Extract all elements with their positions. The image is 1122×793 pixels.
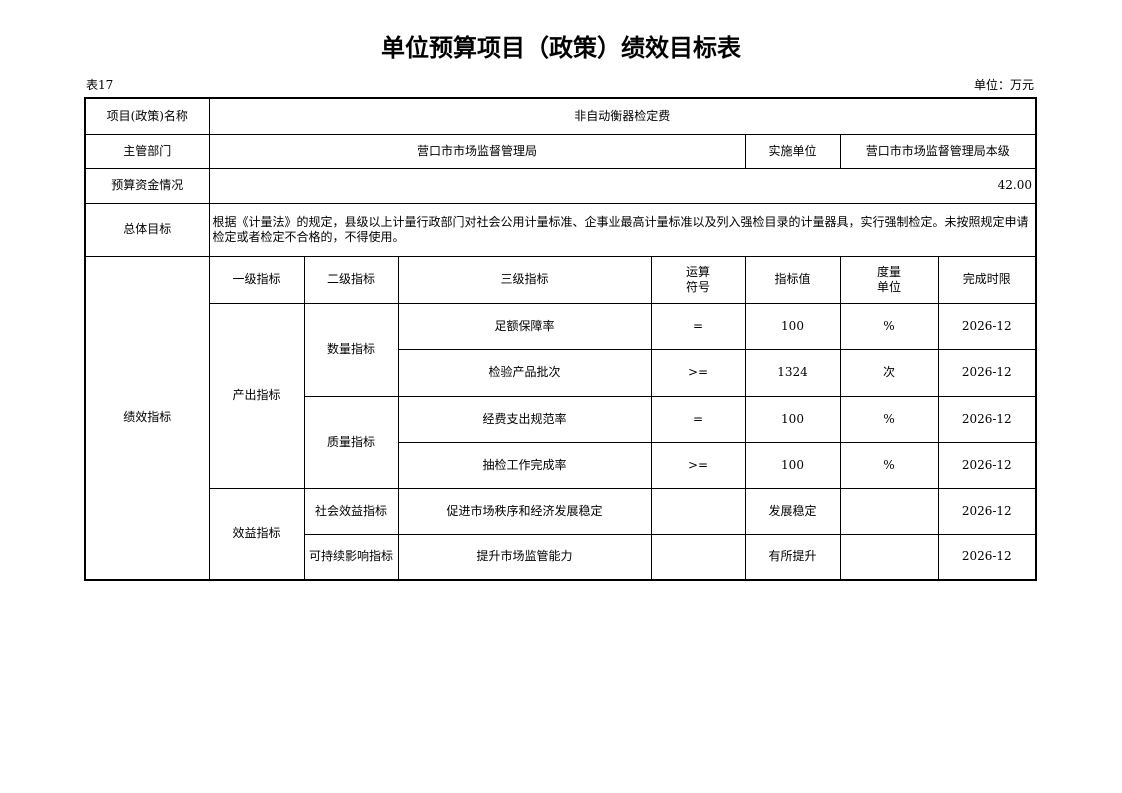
cell bbox=[839, 487, 939, 535]
table-row: 效益指标 社会效益指标 促进市场秩序和经济发展稳定 发展稳定 2026-12 bbox=[85, 487, 1037, 581]
label: 绩效指标 bbox=[84, 255, 210, 581]
table-row: 项目(政策)名称 非自动衡器检定费 bbox=[84, 97, 1037, 135]
performance-table: 项目(政策)名称 非自动衡器检定费 主管部门 营口市市场监督管理局 实施单位 营口市市场… bbox=[84, 97, 1037, 581]
header: 一级指标 bbox=[208, 255, 305, 304]
cell bbox=[650, 487, 746, 535]
cell: 足额保障率 bbox=[397, 302, 652, 350]
cell: 2026-12 bbox=[937, 487, 1037, 535]
level2: 质量指标 bbox=[303, 395, 399, 489]
cell: 抽检工作完成率 bbox=[397, 441, 652, 489]
cell: 次 bbox=[839, 348, 939, 397]
table-row: 总体目标 根据《计量法》的规定，县级以上计量行政部门对社会公用计量标准、企事业最高… bbox=[84, 202, 1037, 257]
cell: 有所提升 bbox=[744, 533, 841, 581]
cell: 2026-12 bbox=[937, 348, 1037, 397]
cell: = bbox=[650, 302, 746, 350]
cell: 2026-12 bbox=[937, 302, 1037, 350]
project-name: 非自动衡器检定费 bbox=[208, 97, 1037, 135]
table-row: 可持续影响指标 提升市场监管能力 有所提升 2026-12 bbox=[85, 533, 1037, 581]
cell: >= bbox=[650, 348, 746, 397]
table-row: 质量指标 经费支出规范率 = 100% 2026-12 bbox=[85, 395, 1037, 489]
header: 运算符号 bbox=[650, 255, 746, 304]
table-row: 预算资金情况 42.00 bbox=[84, 167, 1037, 204]
header: 完成时限 bbox=[937, 255, 1037, 304]
cell: 100 bbox=[744, 395, 841, 443]
table-row: 检验产品批次 >= 1324 次 2026-12 bbox=[85, 348, 1037, 397]
cell: 提升市场监管能力 bbox=[397, 533, 652, 581]
cell: 发展稳定 bbox=[744, 487, 841, 535]
header-row: 绩效指标 一级指标 二级指标 三级指标 运算符号 指标值 度量单位 完成时限 bbox=[84, 255, 1037, 581]
table-row: 主管部门 营口市市场监督管理局 实施单位 营口市市场监督管理局本级 bbox=[84, 133, 1037, 169]
cell: = bbox=[650, 395, 746, 443]
cell: >= bbox=[650, 441, 746, 489]
header: 度量单位 bbox=[839, 255, 939, 304]
level2: 可持续影响指标 bbox=[303, 533, 399, 581]
cell bbox=[839, 533, 939, 581]
header: 三级指标 bbox=[397, 255, 652, 304]
label: 预算资金情况 bbox=[84, 167, 210, 204]
cell: 1324 bbox=[744, 348, 841, 397]
budget: 42.00 bbox=[208, 167, 1037, 204]
cell: 促进市场秩序和经济发展稳定 bbox=[397, 487, 652, 535]
cell: 2026-12 bbox=[937, 533, 1037, 581]
goal: 根据《计量法》的规定，县级以上计量行政部门对社会公用计量标准、企事业最高计量标准… bbox=[208, 202, 1037, 257]
level1: 效益指标 bbox=[208, 487, 305, 581]
cell: % bbox=[839, 441, 939, 489]
header: 二级指标 bbox=[303, 255, 399, 304]
label: 主管部门 bbox=[84, 133, 210, 169]
cell: 100 bbox=[744, 441, 841, 489]
table-row: 产出指标 数量指标 足额保障率 = 100% 2026-12 bbox=[85, 302, 1037, 489]
cell: 2026-12 bbox=[937, 395, 1037, 443]
cell: 经费支出规范率 bbox=[397, 395, 652, 443]
impl: 营口市市场监督管理局本级 bbox=[839, 133, 1037, 169]
dept: 营口市市场监督管理局 bbox=[208, 133, 746, 169]
cell: 100 bbox=[744, 302, 841, 350]
cell: % bbox=[839, 302, 939, 350]
level2: 社会效益指标 bbox=[303, 487, 399, 535]
label: 实施单位 bbox=[744, 133, 841, 169]
cell: 2026-12 bbox=[937, 441, 1037, 489]
level2: 数量指标 bbox=[303, 302, 399, 397]
label: 项目(政策)名称 bbox=[84, 97, 210, 135]
unit-label: 单位：万元 bbox=[973, 78, 1034, 92]
page-title: 单位预算项目（政策）绩效目标表 bbox=[381, 34, 741, 62]
cell bbox=[650, 533, 746, 581]
cell: 检验产品批次 bbox=[397, 348, 652, 397]
level1: 产出指标 bbox=[208, 302, 305, 489]
header: 指标值 bbox=[744, 255, 841, 304]
cell: % bbox=[839, 395, 939, 443]
table-row: 抽检工作完成率 >= 100% 2026-12 bbox=[85, 441, 1037, 489]
table-number: 表17 bbox=[86, 78, 114, 92]
label: 总体目标 bbox=[84, 202, 210, 257]
